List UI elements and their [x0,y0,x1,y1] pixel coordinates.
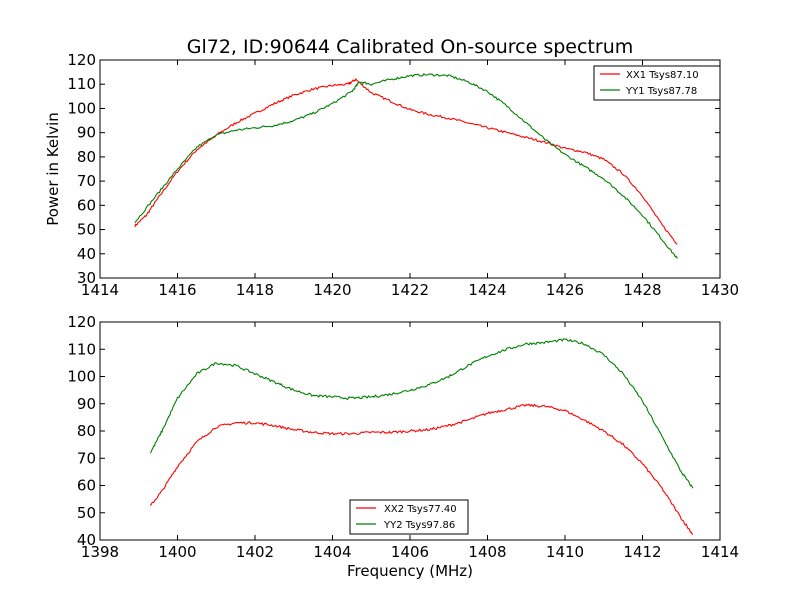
x-tick-label: 1398 [81,543,119,561]
x-tick-label: 1414 [81,281,119,299]
x-tick-label: 1410 [546,543,584,561]
series-line-xx2 [149,403,694,535]
x-tick-label: 1406 [391,543,429,561]
y-tick-label: 120 [67,51,96,69]
y-tick-label: 40 [77,245,96,263]
y-tick-label: 30 [77,269,96,287]
x-tick-label: 1422 [391,281,429,299]
bottom-legend-box [349,499,469,535]
bottom-legend: XX2 Tsys77.40 YY2 Tsys97.86 [349,499,469,535]
top-legend: XX1 Tsys87.10 YY1 Tsys87.78 [593,65,721,101]
y-tick-label: 110 [67,340,96,358]
bottom-legend-label-xx2: XX2 Tsys77.40 [384,504,457,515]
x-tick-label: 1418 [236,281,274,299]
y-tick-label: 40 [77,531,96,549]
top-series-group [134,73,678,259]
y-tick-label: 60 [77,477,96,495]
x-tick-label: 1402 [236,543,274,561]
top-panel: 1414 1416 1418 1420 1422 1424 1426 1428 1430 30 40… [44,51,739,299]
y-tick-label: 70 [77,449,96,467]
y-tick-label: 100 [67,368,96,386]
bottom-series-group [149,338,694,535]
top-legend-label-xx1: XX1 Tsys87.10 [626,70,699,81]
top-legend-label-yy1: YY1 Tsys87.78 [625,86,697,97]
y-tick-label: 50 [77,221,96,239]
x-tick-label: 1404 [313,543,351,561]
series-line-yy1 [134,73,678,259]
top-ticks: 1414 1416 1418 1420 1422 1424 1426 1428 1430 30 40… [67,51,739,299]
y-tick-label: 50 [77,504,96,522]
x-tick-label: 1428 [623,281,661,299]
x-tick-label: 1414 [701,543,739,561]
y-tick-label: 90 [77,124,96,142]
top-legend-box [593,65,721,101]
x-tick-label: 1412 [623,543,661,561]
y-tick-label: 80 [77,422,96,440]
top-y-axis-label: Power in Kelvin [44,112,62,226]
x-tick-label: 1408 [468,543,506,561]
y-tick-label: 60 [77,196,96,214]
bottom-ticks: 1398 1400 1402 1404 1406 1408 1410 1412 1414 40 50… [67,313,739,561]
bottom-panel: 1398 1400 1402 1404 1406 1408 1410 1412 1414 40 50… [67,313,739,580]
bottom-legend-label-yy2: YY2 Tsys97.86 [383,520,455,531]
x-tick-label: 1420 [313,281,351,299]
y-tick-label: 100 [67,99,96,117]
x-tick-label: 1400 [158,543,196,561]
y-tick-label: 70 [77,172,96,190]
x-tick-label: 1424 [468,281,506,299]
y-tick-label: 110 [67,75,96,93]
bottom-x-axis-label: Frequency (MHz) [347,562,473,580]
x-tick-label: 1430 [701,281,739,299]
y-tick-label: 90 [77,395,96,413]
series-line-yy2 [149,338,694,489]
x-tick-label: 1426 [546,281,584,299]
y-tick-label: 120 [67,313,96,331]
y-tick-label: 80 [77,148,96,166]
chart-title: Gl72, ID:90644 Calibrated On-source spec… [187,36,634,58]
x-tick-label: 1416 [158,281,196,299]
